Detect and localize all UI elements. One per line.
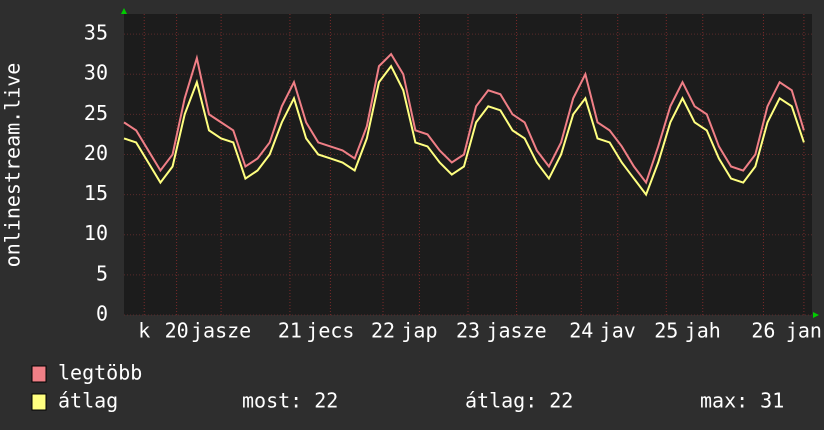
stat-value: 22 <box>549 389 573 413</box>
series-line <box>123 64 805 197</box>
y-tick-label: 5 <box>96 261 108 285</box>
y-tick-label: 0 <box>96 302 108 326</box>
y-tick-label: 30 <box>84 61 108 85</box>
x-tick-label: 26 <box>751 319 775 343</box>
y-tick-label: 25 <box>84 101 108 125</box>
x-tick-label: 25 <box>654 319 678 343</box>
x-tick-label: k <box>138 319 150 343</box>
x-tick-label: 20 <box>165 319 189 343</box>
y-axis-label: onlinestream.live <box>1 63 25 268</box>
stat-label: most: <box>242 389 302 413</box>
x-tick-label: jan <box>786 319 822 343</box>
x-tick-label: jasze <box>486 319 546 343</box>
x-tick-label: jah <box>685 319 721 343</box>
legend-label: legtöbb <box>58 361 142 385</box>
legend-label: átlag <box>58 389 118 413</box>
stat-value: 31 <box>760 389 784 413</box>
stat-value: 22 <box>314 389 338 413</box>
x-tick-label: jap <box>401 319 437 343</box>
y-tick-label: 10 <box>84 221 108 245</box>
x-tick-label: jecs <box>306 319 354 343</box>
y-tick-label: 20 <box>84 141 108 165</box>
stat-label: átlag: <box>465 389 537 413</box>
legend-swatch <box>31 393 47 411</box>
series-line <box>123 52 805 185</box>
x-tick-label: 24 <box>569 319 593 343</box>
x-tick-label: jasze <box>191 319 251 343</box>
y-tick-label: 15 <box>84 181 108 205</box>
legend-swatch <box>31 365 47 383</box>
x-tick-label: 21 <box>278 319 302 343</box>
stat-label: max: <box>700 389 748 413</box>
y-tick-label: 35 <box>84 21 108 45</box>
x-tick-label: jav <box>600 319 636 343</box>
x-tick-label: 23 <box>456 319 480 343</box>
x-tick-label: 22 <box>371 319 395 343</box>
